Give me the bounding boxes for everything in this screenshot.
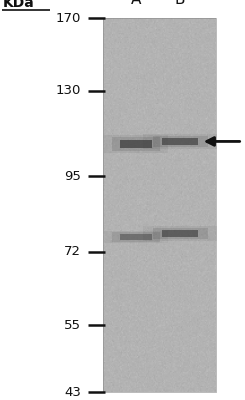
Text: 43: 43 [64,386,81,398]
Text: 72: 72 [64,245,81,258]
FancyBboxPatch shape [152,136,208,147]
Text: 95: 95 [64,170,81,183]
FancyBboxPatch shape [120,140,152,148]
FancyBboxPatch shape [112,137,160,150]
FancyBboxPatch shape [152,228,208,239]
Text: B: B [175,0,185,7]
Text: 170: 170 [55,12,81,24]
FancyBboxPatch shape [112,232,160,242]
FancyBboxPatch shape [104,231,168,244]
FancyBboxPatch shape [162,230,198,237]
FancyBboxPatch shape [143,226,217,241]
FancyBboxPatch shape [120,234,152,240]
Text: 55: 55 [64,318,81,332]
FancyBboxPatch shape [143,134,217,149]
Text: A: A [131,0,141,7]
Bar [103,18,216,392]
FancyBboxPatch shape [104,135,168,153]
Text: 130: 130 [55,84,81,98]
Text: KDa: KDa [2,0,34,10]
FancyBboxPatch shape [162,138,198,145]
